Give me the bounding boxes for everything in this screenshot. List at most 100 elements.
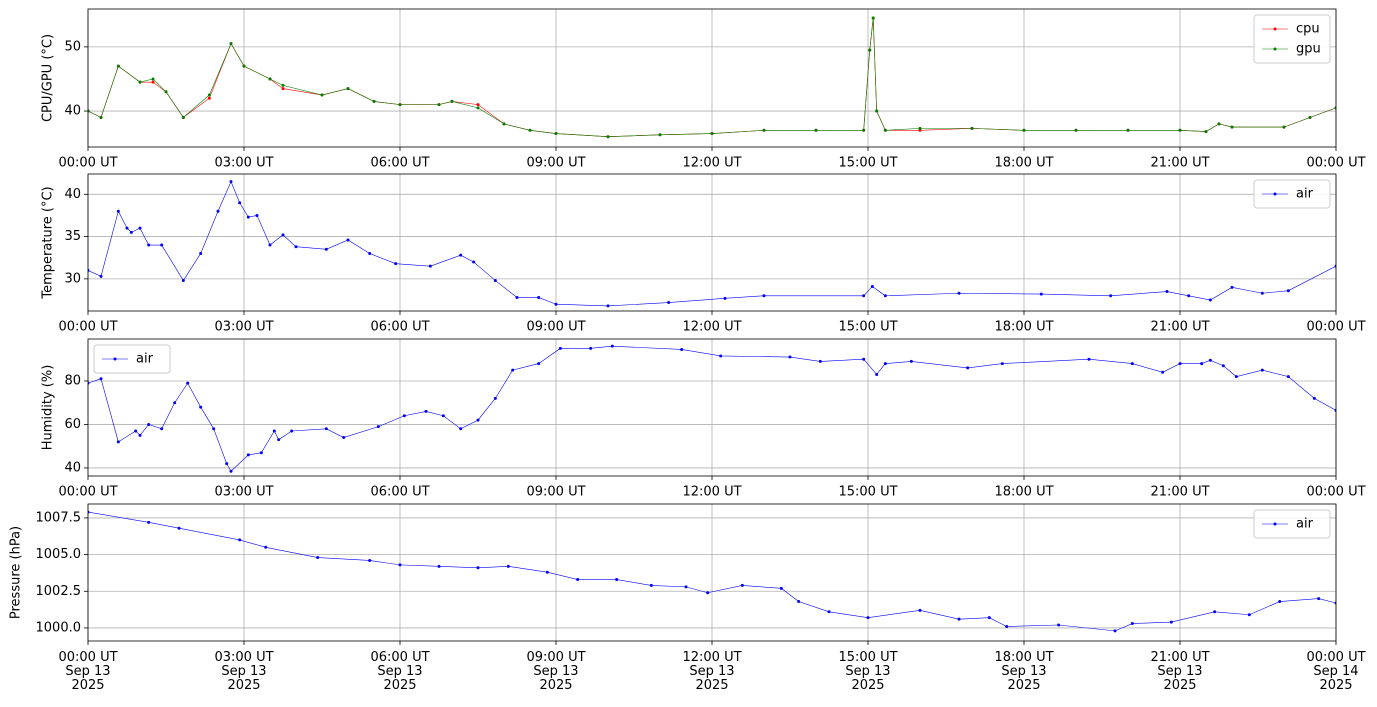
data-point: [368, 251, 372, 255]
data-point: [684, 585, 688, 589]
legend: cpu gpu: [1253, 14, 1331, 64]
data-point: [424, 409, 428, 413]
x-tick-label: 03:00 UT Sep 13 2025: [214, 650, 273, 693]
data-point: [957, 291, 961, 295]
data-point: [779, 586, 783, 590]
data-point: [762, 294, 766, 298]
data-point: [476, 418, 480, 422]
data-point: [207, 93, 211, 97]
data-point: [459, 253, 463, 257]
data-point: [1204, 130, 1208, 134]
x-tick-label: 09:00 UT: [526, 485, 585, 500]
series-group: [88, 180, 1336, 308]
data-point: [883, 362, 887, 366]
data-point: [970, 126, 974, 130]
data-point: [290, 429, 294, 433]
series-line: [88, 180, 1336, 307]
data-point: [1221, 364, 1225, 368]
legend: air: [93, 344, 171, 374]
data-point: [1208, 358, 1212, 362]
data-point: [554, 132, 558, 136]
data-point: [871, 16, 875, 20]
data-point: [558, 346, 562, 350]
x-tick-label: 06:00 UT: [370, 320, 429, 335]
data-point: [138, 226, 142, 230]
data-point: [229, 42, 233, 46]
data-point: [1213, 610, 1217, 614]
data-point: [1260, 368, 1264, 372]
data-point: [125, 226, 129, 230]
data-point: [437, 103, 441, 107]
data-point: [1022, 128, 1026, 132]
data-point: [740, 583, 744, 587]
data-point: [1087, 357, 1091, 361]
data-point: [1217, 122, 1221, 126]
y-tick-label: 50: [64, 39, 81, 54]
data-point: [346, 87, 350, 91]
x-tick-label: 00:00 UT: [1306, 320, 1365, 335]
data-point: [1230, 285, 1234, 289]
data-point: [918, 608, 922, 612]
data-point: [1130, 622, 1134, 626]
x-tick-label: 12:00 UT: [682, 485, 741, 500]
data-point: [376, 425, 380, 429]
plot-frame: [87, 173, 1337, 312]
subplot: 00:00 UT Sep 13 2025 03:00 UT Sep 13 2025 06:0…: [9, 503, 1366, 693]
y-tick-label: 1000.0: [36, 620, 82, 635]
data-point: [225, 462, 229, 466]
data-point: [723, 296, 727, 300]
data-point: [441, 414, 445, 418]
legend-box: [1253, 509, 1331, 539]
data-point: [610, 344, 614, 348]
subplot: 00:00 UT 03:00 UT 06:00 UT 09:00 UT 12:00 UT…: [41, 8, 1366, 171]
data-point: [1208, 298, 1212, 302]
data-point: [528, 128, 532, 132]
data-point: [615, 578, 619, 582]
x-tick-label: 00:00 UT Sep 14 2025: [1306, 650, 1365, 693]
legend-label: air: [1296, 187, 1314, 202]
x-tick-label: 00:00 UT Sep 13 2025: [58, 650, 117, 693]
data-point: [511, 368, 515, 372]
x-tick-label: 00:00 UT: [58, 485, 117, 500]
data-point: [957, 617, 961, 621]
x-tick-label: 18:00 UT: [994, 320, 1053, 335]
data-point: [493, 396, 497, 400]
data-point: [1247, 613, 1251, 617]
data-point: [134, 429, 138, 433]
x-tick-label: 18:00 UT: [994, 156, 1053, 171]
data-point: [606, 135, 610, 139]
data-point: [1178, 362, 1182, 366]
data-point: [862, 357, 866, 361]
data-point: [814, 128, 818, 132]
data-point: [1260, 291, 1264, 295]
data-point: [788, 355, 792, 359]
data-point: [1286, 375, 1290, 379]
x-tick-label: 15:00 UT: [838, 156, 897, 171]
data-point: [1161, 370, 1165, 374]
data-point: [255, 213, 259, 217]
legend: air: [1253, 509, 1331, 539]
data-point: [186, 381, 190, 385]
x-tick-label: 09:00 UT Sep 13 2025: [526, 650, 585, 693]
x-tick-label: 00:00 UT: [1306, 485, 1365, 500]
data-point: [797, 600, 801, 604]
data-point: [402, 414, 406, 418]
legend-box: [1253, 179, 1331, 209]
data-point: [368, 558, 372, 562]
x-tick-label: 21:00 UT Sep 13 2025: [1150, 650, 1209, 693]
data-point: [181, 115, 185, 119]
data-point: [229, 180, 233, 184]
y-axis-label: Humidity (%): [41, 365, 56, 451]
data-point: [268, 77, 272, 81]
legend-label: cpu: [1296, 22, 1320, 37]
y-tick-label: 40: [64, 460, 81, 475]
data-point: [277, 438, 281, 442]
data-point: [394, 262, 398, 266]
data-point: [372, 99, 376, 103]
data-point: [147, 243, 151, 247]
x-tick-label: 09:00 UT: [526, 320, 585, 335]
data-point: [1000, 362, 1004, 366]
data-point: [229, 469, 233, 473]
data-point: [212, 427, 216, 431]
